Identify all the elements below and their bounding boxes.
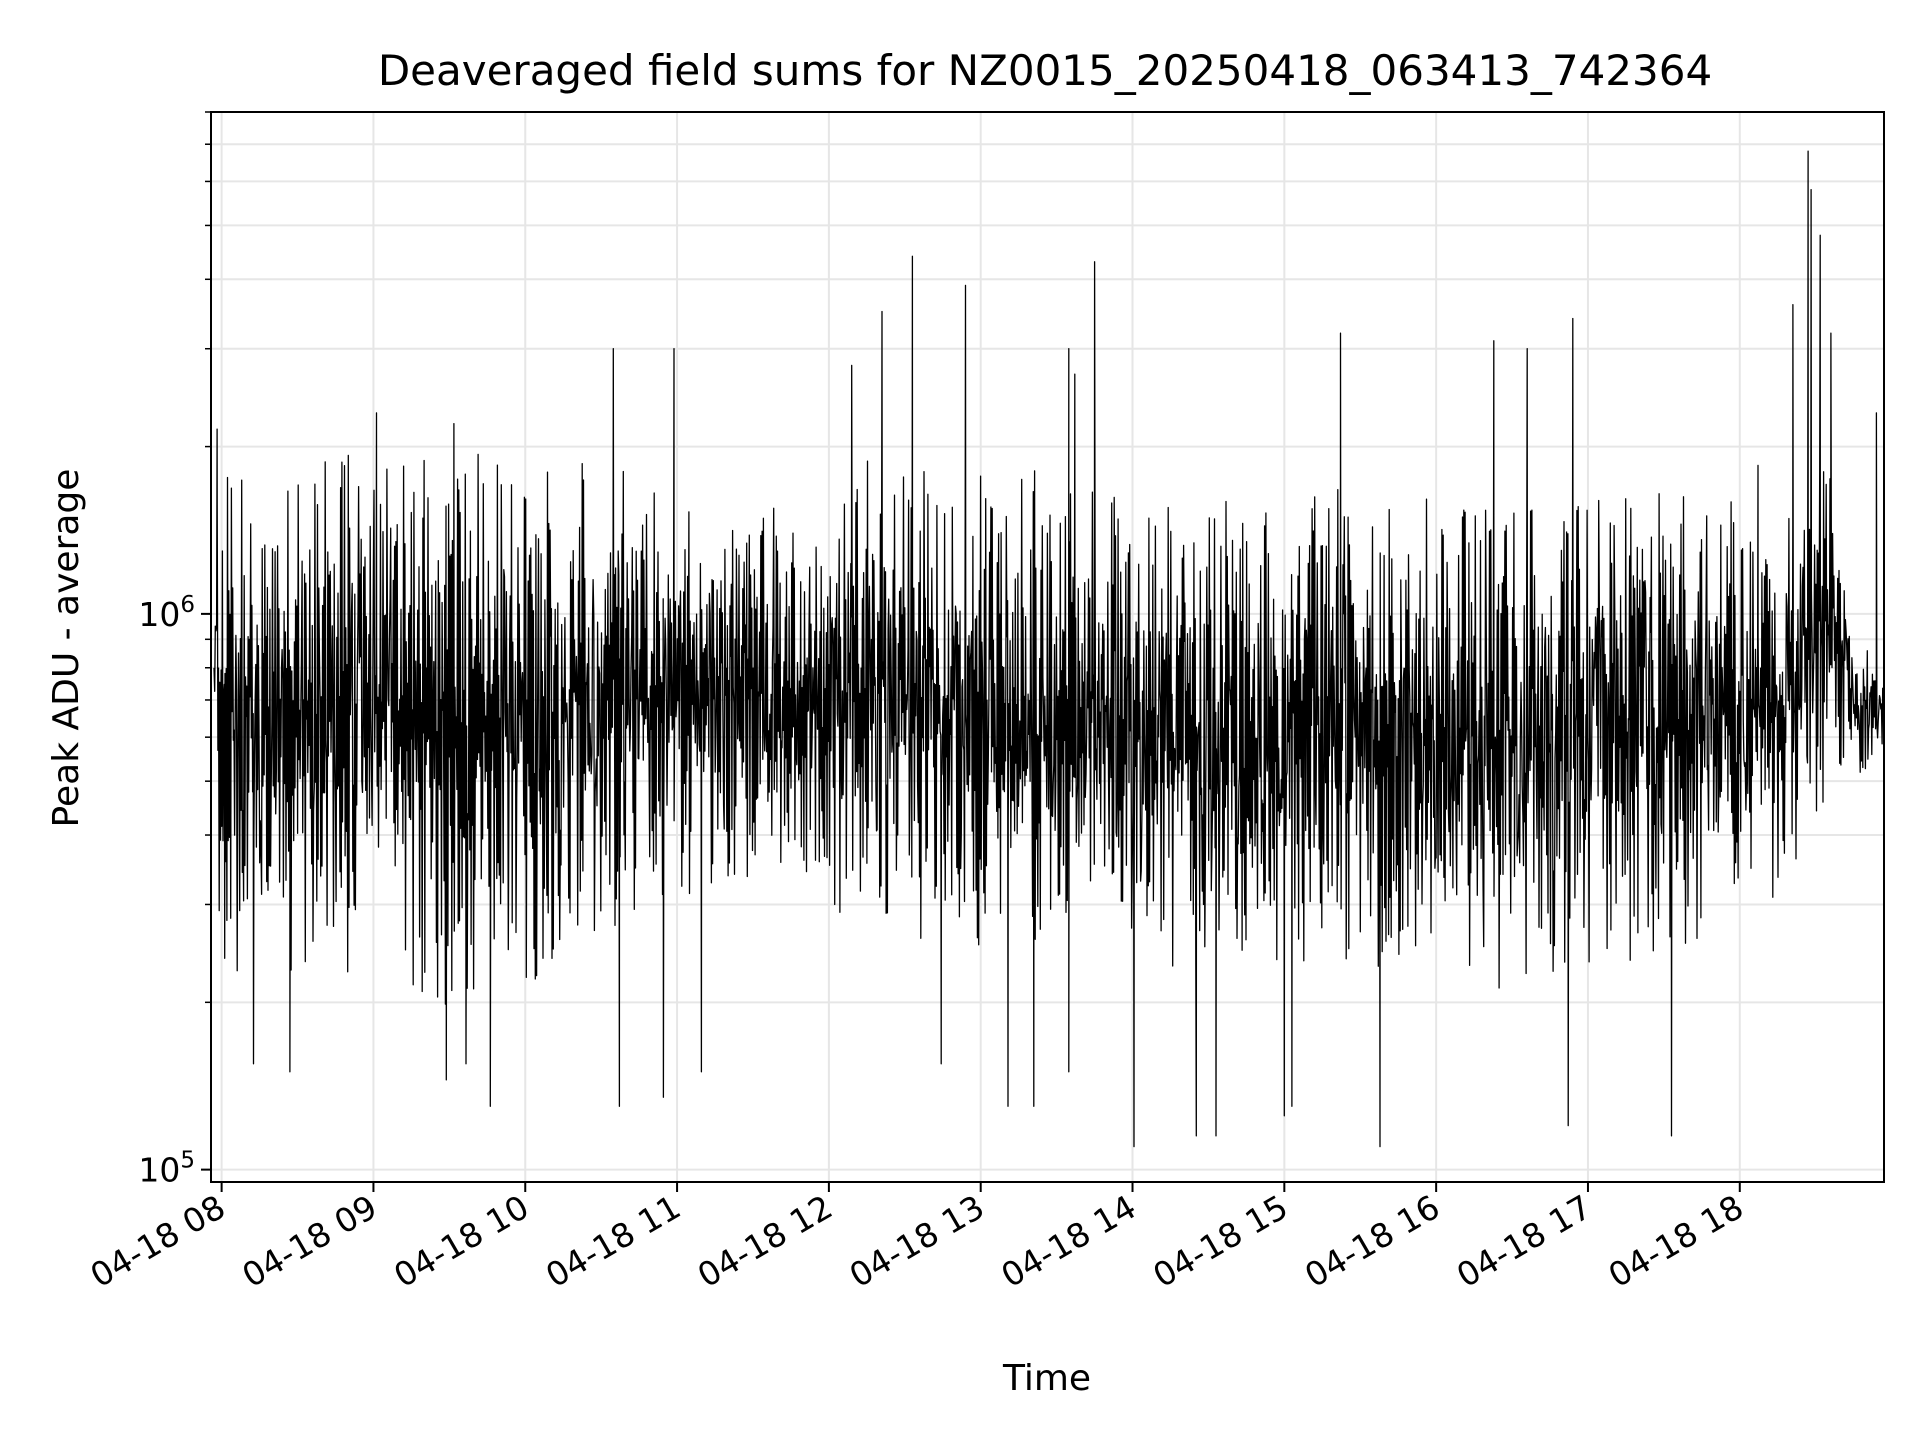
chart-title: Deaveraged field sums for NZ0015_2025041…: [378, 46, 1712, 95]
x-axis-label: Time: [1002, 1358, 1091, 1399]
series-line: [213, 150, 1885, 1148]
series-path: [213, 150, 1885, 1148]
y-axis: 105 106: [138, 111, 211, 1190]
y-axis-label: Peak ADU - average: [46, 469, 87, 828]
y-tick-label: 105: [138, 1148, 195, 1190]
y-tick-label: 106: [138, 592, 195, 634]
plot-frame: [210, 111, 1885, 1183]
